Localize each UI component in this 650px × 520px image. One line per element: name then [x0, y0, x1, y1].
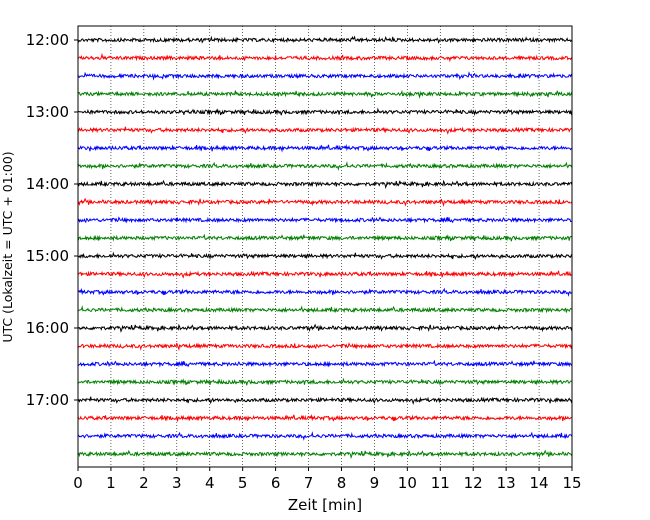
seismogram-trace [77, 107, 573, 117]
x-tick-label: 13 [497, 474, 516, 492]
y-tick-label: 14:00 [26, 175, 69, 193]
seismogram-trace [78, 305, 573, 314]
x-tick-label: 7 [304, 474, 314, 492]
seismogram-trace [77, 287, 573, 297]
seismogram-trace [77, 35, 573, 44]
seismogram-trace [77, 197, 573, 208]
x-axis-ticks: 0 1 2 3 4 5 6 7 8 9 10 11 12 13 14 15 [73, 467, 582, 492]
x-tick-label: 1 [106, 474, 116, 492]
seismogram-trace [77, 449, 573, 459]
seismogram-trace [77, 251, 573, 261]
x-tick-label: 4 [205, 474, 215, 492]
x-axis-label: Zeit [min] [288, 496, 362, 514]
x-tick-label: 14 [530, 474, 549, 492]
seismogram-trace [77, 143, 573, 153]
seismogram-trace [77, 179, 573, 189]
seismogram-trace [77, 71, 573, 81]
x-tick-label: 3 [172, 474, 182, 492]
y-axis-label: UTC (Lokalzeit = UTC + 01:00) [0, 151, 15, 342]
y-axis-ticks: 12:00 13:00 14:00 15:00 16:00 17:00 [26, 31, 78, 409]
x-tick-label: 12 [464, 474, 483, 492]
x-tick-label: 5 [238, 474, 248, 492]
seismogram-trace [77, 126, 572, 135]
seismogram-trace [77, 323, 573, 333]
x-tick-label: 0 [73, 474, 83, 492]
y-tick-label: 16:00 [26, 319, 69, 337]
x-tick-label: 2 [139, 474, 149, 492]
seismogram-trace [77, 342, 573, 352]
plot-frame [77, 25, 573, 468]
y-tick-label: 12:00 [26, 31, 69, 49]
seismogram-trace [77, 359, 573, 368]
x-tick-label: 9 [370, 474, 380, 492]
seismogram-trace [77, 233, 573, 242]
y-tick-label: 17:00 [26, 391, 69, 409]
seismogram-trace [77, 396, 573, 405]
seismogram-trace [77, 161, 573, 171]
x-tick-label: 11 [431, 474, 450, 492]
x-tick-label: 15 [562, 474, 581, 492]
x-tick-label: 8 [337, 474, 347, 492]
seismogram-trace [77, 413, 573, 422]
seismogram-trace [77, 431, 573, 441]
seismogram-trace [77, 52, 573, 63]
plot-background [78, 26, 572, 467]
seismogram-trace [77, 377, 573, 387]
trace-group [77, 35, 573, 459]
y-tick-label: 15:00 [26, 247, 69, 265]
x-tick-label: 6 [271, 474, 281, 492]
x-tick-label: 10 [398, 474, 417, 492]
seismogram-trace [77, 216, 572, 224]
seismogram-trace [77, 89, 573, 99]
seismogram-trace [77, 270, 573, 279]
y-tick-label: 13:00 [26, 103, 69, 121]
